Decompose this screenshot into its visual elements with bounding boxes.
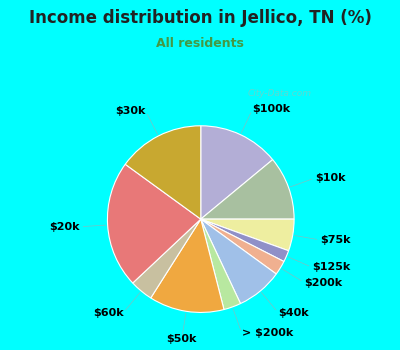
- Text: $30k: $30k: [115, 106, 146, 116]
- Wedge shape: [201, 126, 273, 219]
- Text: $75k: $75k: [320, 235, 351, 245]
- Text: Income distribution in Jellico, TN (%): Income distribution in Jellico, TN (%): [28, 9, 372, 27]
- Text: $125k: $125k: [312, 262, 350, 272]
- Wedge shape: [108, 164, 201, 283]
- Text: $60k: $60k: [93, 308, 124, 317]
- Text: $10k: $10k: [315, 173, 346, 183]
- Wedge shape: [201, 219, 294, 251]
- Text: $40k: $40k: [278, 308, 309, 317]
- Wedge shape: [201, 160, 294, 219]
- Text: $20k: $20k: [49, 222, 80, 232]
- Wedge shape: [201, 219, 240, 309]
- Wedge shape: [201, 219, 276, 303]
- Wedge shape: [133, 219, 201, 298]
- Text: $100k: $100k: [252, 104, 290, 114]
- Wedge shape: [201, 219, 284, 274]
- Text: All residents: All residents: [156, 37, 244, 50]
- Wedge shape: [151, 219, 224, 313]
- Text: $50k: $50k: [166, 334, 197, 344]
- Text: > $200k: > $200k: [242, 328, 293, 338]
- Wedge shape: [201, 219, 288, 261]
- Wedge shape: [125, 126, 201, 219]
- Text: $200k: $200k: [304, 278, 342, 287]
- Text: City-Data.com: City-Data.com: [248, 89, 312, 98]
